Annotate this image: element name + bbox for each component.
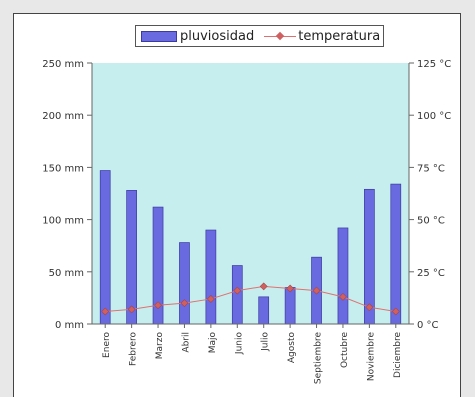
left-axis-tick-label: 250 mm xyxy=(42,59,84,70)
right-axis-tick-label: 25 °C xyxy=(417,268,445,279)
x-axis-tick-label: Agosto xyxy=(287,332,297,364)
plot-area xyxy=(92,63,409,324)
legend-bar-swatch xyxy=(141,30,177,42)
x-axis-tick-label: Diciembre xyxy=(393,332,403,378)
temperature-point xyxy=(365,303,374,312)
legend-line-swatch xyxy=(264,31,297,41)
temperature-point xyxy=(391,307,400,316)
precipitation-bar xyxy=(337,227,349,325)
legend-bar-label: pluviosidad xyxy=(180,28,255,44)
temperature-point xyxy=(206,295,215,303)
temperature-line xyxy=(105,285,396,312)
x-axis-tick-label: Febrero xyxy=(129,332,139,366)
x-axis-tick-label: Junio xyxy=(234,332,244,356)
x-axis-tick-label: Noviembre xyxy=(366,332,376,382)
precipitation-bar xyxy=(258,296,270,325)
precipitation-bar xyxy=(99,170,111,325)
temperature-point xyxy=(259,282,268,291)
right-axis-tick-label: 75 °C xyxy=(417,163,445,174)
right-axis-tick-label: 100 °C xyxy=(417,111,451,122)
right-axis-tick-label: 50 °C xyxy=(417,216,445,227)
precipitation-bar xyxy=(126,190,137,325)
temperature-point xyxy=(180,299,189,308)
precipitation-bar xyxy=(390,183,402,325)
chart-legend: pluviosidad temperatura xyxy=(135,25,384,47)
left-axis-tick-label: 50 mm xyxy=(49,268,84,279)
left-axis-tick-label: 150 mm xyxy=(42,163,84,174)
temperature-point xyxy=(101,307,110,316)
temperature-point xyxy=(339,292,347,301)
temperature-point xyxy=(127,305,136,314)
left-axis-tick-label: 0 mm xyxy=(55,320,84,331)
x-axis-tick-label: Julio xyxy=(261,332,271,352)
legend-line-label: temperatura xyxy=(298,28,381,44)
x-axis-tick-label: Octubre xyxy=(340,332,350,368)
x-axis-tick-label: Septiembre xyxy=(314,332,324,385)
precipitation-bar xyxy=(205,229,217,325)
x-axis-tick-label: Enero xyxy=(102,332,112,358)
x-axis-tick-label: Majo xyxy=(208,332,218,354)
precipitation-bar xyxy=(179,242,190,325)
left-axis-tick-label: 200 mm xyxy=(42,111,84,122)
temperature-point xyxy=(233,286,242,295)
precipitation-bar xyxy=(231,265,243,325)
temperature-point xyxy=(154,301,162,310)
temperature-point xyxy=(286,284,295,293)
x-axis-tick-label: Marzo xyxy=(155,332,165,360)
right-axis-tick-label: 0 °C xyxy=(417,320,439,331)
left-axis-tick-label: 100 mm xyxy=(42,216,84,227)
x-axis-tick-label: Abril xyxy=(181,332,191,353)
precipitation-bar xyxy=(284,287,296,325)
right-axis-tick-label: 125 °C xyxy=(417,59,451,70)
temperature-point xyxy=(312,286,321,295)
